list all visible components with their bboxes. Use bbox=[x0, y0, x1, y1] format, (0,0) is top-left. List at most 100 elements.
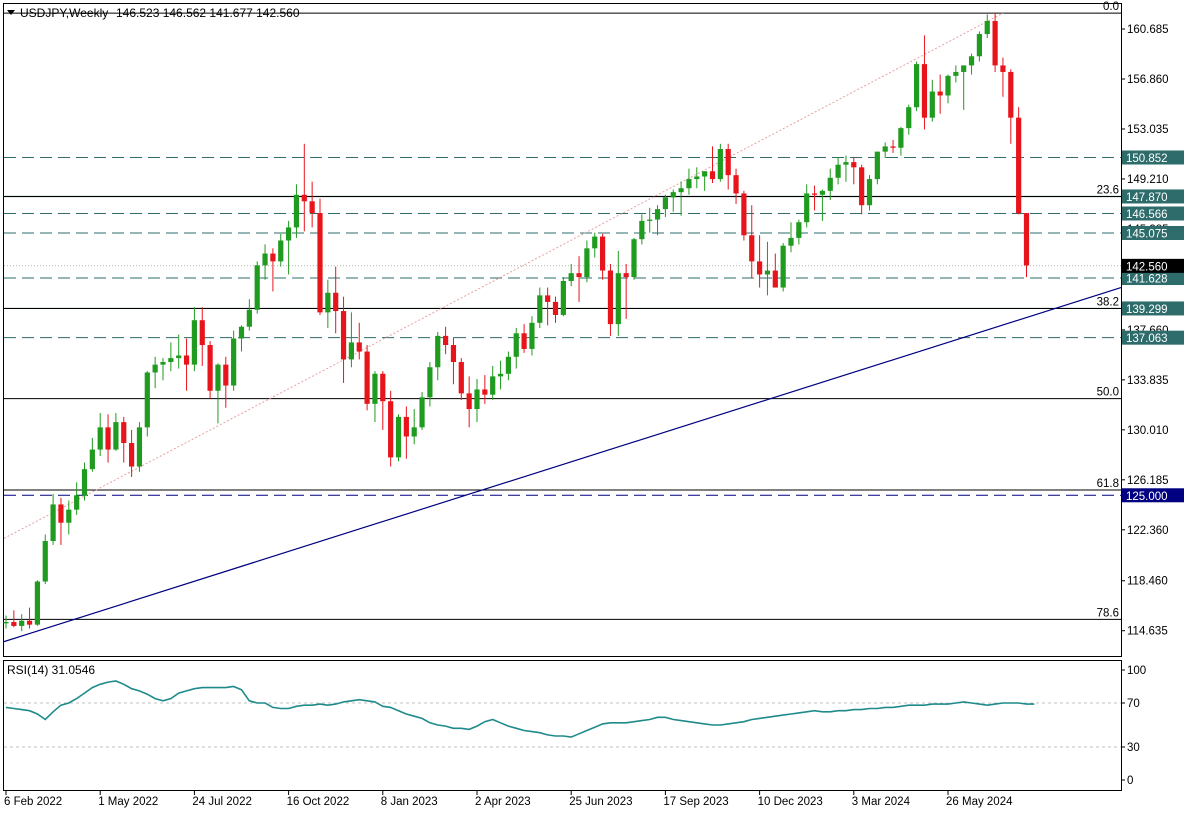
candle[interactable] bbox=[537, 287, 543, 329]
candle[interactable] bbox=[246, 299, 252, 331]
candle[interactable] bbox=[615, 250, 621, 336]
candle[interactable] bbox=[262, 244, 268, 280]
candle[interactable] bbox=[749, 205, 755, 279]
candle[interactable] bbox=[568, 264, 574, 287]
candle[interactable] bbox=[1008, 69, 1014, 144]
candle[interactable] bbox=[961, 65, 967, 110]
candle[interactable] bbox=[529, 316, 535, 356]
candle[interactable] bbox=[741, 190, 747, 241]
candle[interactable] bbox=[66, 500, 72, 535]
candle[interactable] bbox=[325, 279, 331, 329]
candle[interactable] bbox=[914, 61, 920, 112]
candle[interactable] bbox=[623, 264, 629, 319]
candle[interactable] bbox=[3, 615, 9, 629]
candle[interactable] bbox=[301, 143, 307, 232]
candle[interactable] bbox=[827, 168, 833, 200]
candle[interactable] bbox=[458, 358, 464, 400]
candle[interactable] bbox=[183, 338, 190, 391]
candle[interactable] bbox=[686, 168, 692, 195]
candle[interactable] bbox=[921, 35, 928, 130]
candle[interactable] bbox=[843, 155, 849, 182]
candle[interactable] bbox=[662, 194, 668, 217]
candle[interactable] bbox=[199, 307, 205, 366]
candle[interactable] bbox=[678, 181, 684, 216]
candle[interactable] bbox=[372, 371, 378, 423]
candle[interactable] bbox=[105, 414, 111, 463]
candle[interactable] bbox=[160, 358, 166, 381]
candle[interactable] bbox=[215, 363, 221, 424]
candle[interactable] bbox=[545, 287, 551, 326]
candle[interactable] bbox=[191, 307, 197, 372]
fib-diagonal-line[interactable] bbox=[3, 12, 1004, 539]
candle[interactable] bbox=[223, 356, 229, 408]
candle[interactable] bbox=[851, 156, 857, 185]
candle[interactable] bbox=[592, 232, 598, 258]
candle[interactable] bbox=[733, 168, 739, 204]
candle[interactable] bbox=[427, 362, 433, 407]
candle[interactable] bbox=[819, 189, 825, 221]
candle[interactable] bbox=[42, 534, 48, 585]
candle[interactable] bbox=[26, 607, 33, 629]
candle[interactable] bbox=[670, 189, 676, 212]
candle[interactable] bbox=[866, 175, 873, 211]
candle[interactable] bbox=[293, 184, 300, 238]
candle[interactable] bbox=[278, 233, 284, 267]
candle[interactable] bbox=[1023, 213, 1030, 278]
candle[interactable] bbox=[521, 324, 527, 353]
candle[interactable] bbox=[505, 351, 511, 381]
collapse-triangle-icon[interactable] bbox=[7, 10, 15, 15]
candle[interactable] bbox=[702, 171, 708, 191]
candle[interactable] bbox=[976, 31, 982, 62]
candle[interactable] bbox=[443, 326, 449, 355]
candle[interactable] bbox=[419, 392, 425, 430]
candle[interactable] bbox=[639, 214, 645, 245]
candle[interactable] bbox=[176, 334, 182, 369]
candle[interactable] bbox=[144, 371, 150, 437]
candle[interactable] bbox=[482, 375, 488, 404]
candle[interactable] bbox=[694, 167, 700, 189]
candle[interactable] bbox=[270, 248, 276, 292]
candle[interactable] bbox=[333, 266, 339, 334]
candle[interactable] bbox=[804, 184, 810, 228]
candle[interactable] bbox=[380, 371, 386, 430]
candle[interactable] bbox=[136, 422, 143, 472]
candle[interactable] bbox=[796, 219, 802, 245]
candle[interactable] bbox=[647, 207, 653, 233]
candle[interactable] bbox=[1000, 57, 1006, 97]
candle[interactable] bbox=[152, 356, 158, 389]
candle[interactable] bbox=[207, 341, 213, 399]
candle[interactable] bbox=[411, 409, 417, 445]
candle[interactable] bbox=[953, 65, 959, 83]
candle[interactable] bbox=[348, 312, 354, 368]
candle[interactable] bbox=[890, 139, 896, 153]
candle[interactable] bbox=[631, 237, 637, 280]
candle[interactable] bbox=[576, 256, 582, 302]
candle[interactable] bbox=[168, 342, 174, 372]
candle[interactable] bbox=[906, 104, 912, 135]
candle[interactable] bbox=[113, 412, 119, 451]
candle[interactable] bbox=[607, 264, 614, 336]
candle[interactable] bbox=[898, 126, 904, 156]
candle[interactable] bbox=[89, 437, 95, 472]
candle[interactable] bbox=[945, 74, 951, 104]
trendline[interactable] bbox=[3, 286, 1122, 643]
candle[interactable] bbox=[286, 220, 292, 275]
candle[interactable] bbox=[474, 378, 480, 423]
candle[interactable] bbox=[835, 156, 841, 185]
candle[interactable] bbox=[874, 151, 880, 185]
candle[interactable] bbox=[929, 79, 935, 122]
candle[interactable] bbox=[984, 14, 990, 38]
candle[interactable] bbox=[81, 462, 88, 501]
candle[interactable] bbox=[968, 53, 975, 75]
candle[interactable] bbox=[709, 146, 716, 184]
candle[interactable] bbox=[50, 493, 56, 545]
candle[interactable] bbox=[74, 482, 80, 515]
candle[interactable] bbox=[121, 416, 127, 463]
candle[interactable] bbox=[19, 614, 25, 632]
candle[interactable] bbox=[490, 365, 496, 400]
candle[interactable] bbox=[725, 143, 731, 190]
candle[interactable] bbox=[356, 322, 362, 360]
candle[interactable] bbox=[403, 406, 409, 459]
candle[interactable] bbox=[772, 253, 778, 288]
